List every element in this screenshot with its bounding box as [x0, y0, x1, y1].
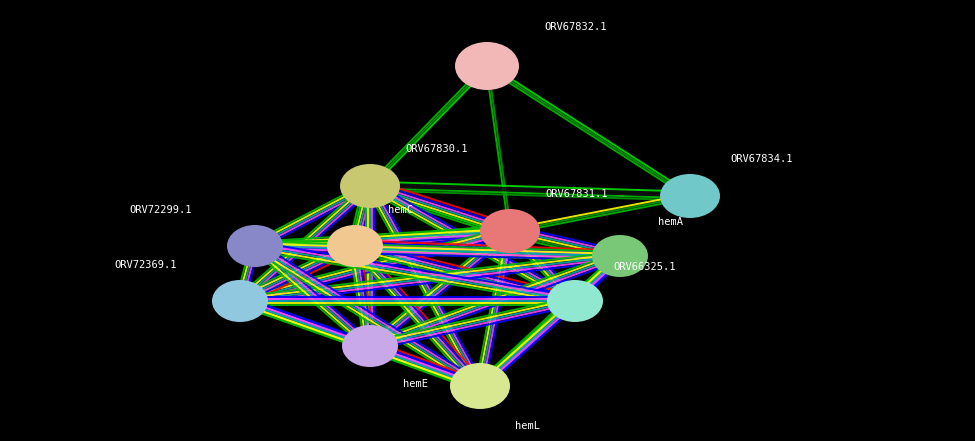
Text: ORV67834.1: ORV67834.1: [730, 154, 793, 164]
Ellipse shape: [660, 174, 720, 218]
Text: ORV67831.1: ORV67831.1: [545, 189, 607, 199]
Text: ORV72299.1: ORV72299.1: [130, 205, 192, 215]
Ellipse shape: [455, 42, 519, 90]
Text: ORV67830.1: ORV67830.1: [405, 144, 467, 154]
Text: hemE: hemE: [403, 379, 428, 389]
Text: ORV66325.1: ORV66325.1: [613, 262, 676, 272]
Ellipse shape: [227, 225, 283, 267]
Ellipse shape: [592, 235, 648, 277]
Ellipse shape: [212, 280, 268, 322]
Text: ORV67832.1: ORV67832.1: [544, 22, 606, 32]
Text: ORV72369.1: ORV72369.1: [114, 260, 177, 270]
Ellipse shape: [342, 325, 398, 367]
Ellipse shape: [480, 209, 540, 253]
Text: hemA: hemA: [658, 217, 683, 227]
Ellipse shape: [340, 164, 400, 208]
Ellipse shape: [547, 280, 603, 322]
Text: hemL: hemL: [515, 421, 540, 431]
Text: hemC: hemC: [388, 205, 413, 215]
Ellipse shape: [327, 225, 383, 267]
Ellipse shape: [450, 363, 510, 409]
